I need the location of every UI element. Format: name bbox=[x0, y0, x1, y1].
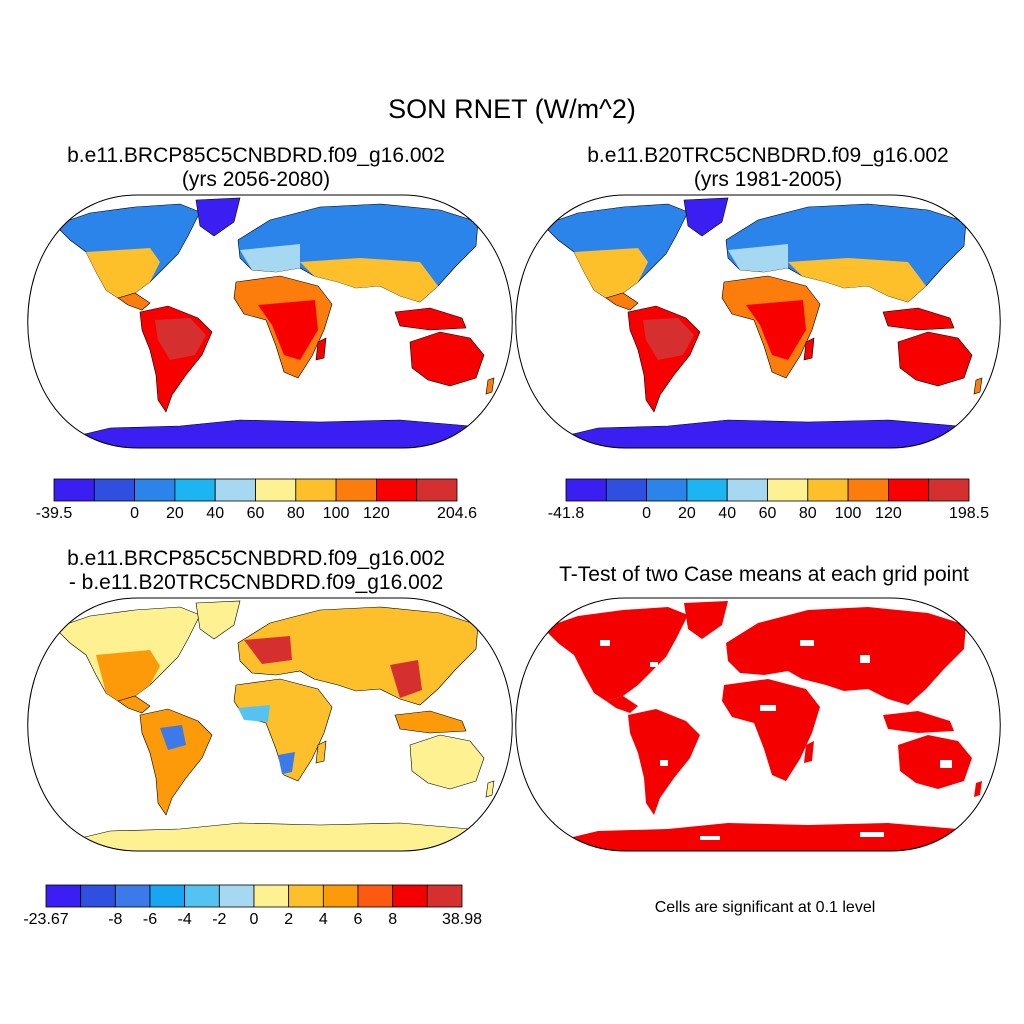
colorbar-swatch bbox=[214, 478, 256, 502]
colorbar-swatch bbox=[426, 884, 463, 908]
na-mid bbox=[86, 248, 160, 298]
panel-3-title-line2: - b.e11.B20TRC5CNBDRD.f09_g16.002 bbox=[68, 571, 444, 594]
colorbar-tick-label: 80 bbox=[287, 505, 305, 522]
colorbar-swatch bbox=[807, 478, 849, 502]
colorbar-tick-label: 60 bbox=[247, 505, 265, 522]
map-panel-diff bbox=[27, 597, 513, 852]
colorbar-swatch bbox=[149, 884, 186, 908]
colorbar-tick-label: -2 bbox=[212, 911, 226, 928]
colorbar-swatch bbox=[335, 478, 377, 502]
map-panel-case1 bbox=[27, 194, 513, 449]
map-outline-case2 bbox=[515, 194, 1001, 449]
panel-4-title: T-Test of two Case means at each grid po… bbox=[559, 563, 969, 586]
colorbar-tick-label: -8 bbox=[108, 911, 122, 928]
south-america-core bbox=[155, 318, 206, 360]
colorbar-swatch bbox=[134, 478, 176, 502]
colorbar-tick-label: 204.6 bbox=[437, 505, 477, 522]
colorbar-tick-label: -6 bbox=[143, 911, 157, 928]
europe-light bbox=[240, 244, 300, 272]
colorbar-swatch bbox=[416, 478, 458, 502]
colorbar-swatch bbox=[928, 478, 970, 502]
map-outline-diff bbox=[27, 597, 513, 852]
colorbar-tick-label: 20 bbox=[678, 505, 696, 522]
significance-note: Cells are significant at 0.1 level bbox=[654, 899, 876, 916]
colorbar-swatch bbox=[767, 478, 809, 502]
greenland bbox=[195, 197, 241, 237]
colorbar-swatch bbox=[80, 884, 116, 908]
colorbar-swatch bbox=[184, 884, 220, 908]
map-outline-case1 bbox=[27, 194, 513, 449]
colorbar-tick-label: 6 bbox=[354, 911, 363, 928]
colorbar-swatch bbox=[53, 478, 95, 502]
australia bbox=[409, 331, 485, 387]
colorbar-tick-label: -39.5 bbox=[36, 505, 73, 522]
colorbar-swatch bbox=[322, 884, 359, 908]
colorbar-swatch bbox=[218, 884, 255, 908]
colorbar-swatch bbox=[253, 884, 290, 908]
central-america bbox=[117, 292, 151, 311]
colorbar-swatch bbox=[255, 478, 297, 502]
colorbar-tick-label: 198.5 bbox=[949, 505, 989, 522]
colorbar-tick-label: 20 bbox=[166, 505, 184, 522]
colorbar-swatch bbox=[93, 478, 136, 502]
colorbar-case1: -39.5 0 20 40 60 80 100 120 204.6 bbox=[36, 478, 477, 522]
map-panel-ttest bbox=[515, 597, 1001, 852]
colorbar-tick-label: 120 bbox=[875, 505, 902, 522]
colorbar-swatch bbox=[375, 478, 418, 502]
panel-3-title-line1: b.e11.BRCP85C5CNBDRD.f09_g16.002 bbox=[67, 547, 445, 570]
colorbar-tick-label: 0 bbox=[250, 911, 259, 928]
colorbar-swatch bbox=[288, 884, 324, 908]
colorbar-tick-label: 40 bbox=[718, 505, 736, 522]
eurasia-south bbox=[300, 258, 438, 302]
colorbar-swatch bbox=[114, 884, 151, 908]
africa-core bbox=[258, 300, 318, 360]
colorbar-tick-label: 0 bbox=[130, 505, 139, 522]
panel-1-title-line1: b.e11.BRCP85C5CNBDRD.f09_g16.002 bbox=[67, 144, 445, 167]
colorbar-tick-label: 120 bbox=[363, 505, 390, 522]
colorbar-diff: -23.67 -8 -6 -4 -2 0 2 4 6 8 38.98 bbox=[23, 884, 482, 928]
colorbar-swatch bbox=[888, 478, 930, 502]
colorbar-case2: -41.8 0 20 40 60 80 100 120 198.5 bbox=[548, 478, 989, 522]
colorbar-tick-label: 80 bbox=[799, 505, 817, 522]
madagascar bbox=[315, 337, 327, 361]
colorbar-tick-label: -41.8 bbox=[548, 505, 585, 522]
colorbar-swatch bbox=[392, 884, 428, 908]
map-outline-ttest bbox=[515, 597, 1001, 852]
colorbar-swatch bbox=[686, 478, 728, 502]
colorbar-swatch bbox=[847, 478, 889, 502]
colorbar-tick-label: 40 bbox=[206, 505, 224, 522]
panel-2-title-line2: (yrs 1981-2005) bbox=[693, 168, 843, 191]
new-zealand bbox=[485, 377, 495, 395]
colorbar-swatch bbox=[646, 478, 688, 502]
colorbar-tick-label: 100 bbox=[323, 505, 350, 522]
main-title: SON RNET (W/m^2) bbox=[388, 94, 636, 124]
colorbar-swatch bbox=[174, 478, 216, 502]
colorbar-tick-label: -23.67 bbox=[23, 911, 68, 928]
colorbar-tick-label: 0 bbox=[642, 505, 651, 522]
colorbar-tick-label: 60 bbox=[759, 505, 777, 522]
antarctica bbox=[49, 419, 511, 448]
panel-1-title-line2: (yrs 2056-2080) bbox=[181, 168, 331, 191]
colorbar-swatch bbox=[565, 478, 607, 502]
colorbar-tick-label: 8 bbox=[388, 911, 397, 928]
colorbar-tick-label: 38.98 bbox=[442, 911, 482, 928]
colorbar-swatch bbox=[295, 478, 337, 502]
colorbar-tick-label: 2 bbox=[284, 911, 293, 928]
panel-2-title-line1: b.e11.B20TRC5CNBDRD.f09_g16.002 bbox=[587, 144, 949, 167]
colorbar-swatch bbox=[726, 478, 768, 502]
colorbar-swatch bbox=[605, 478, 647, 502]
colorbar-tick-label: 100 bbox=[835, 505, 862, 522]
map-panel-case2 bbox=[515, 194, 1001, 449]
se-asia-islands bbox=[394, 307, 467, 331]
colorbar-tick-label: -4 bbox=[178, 911, 192, 928]
colorbar-swatch bbox=[45, 884, 82, 908]
colorbar-swatch bbox=[357, 884, 394, 908]
colorbar-tick-label: 4 bbox=[319, 911, 328, 928]
